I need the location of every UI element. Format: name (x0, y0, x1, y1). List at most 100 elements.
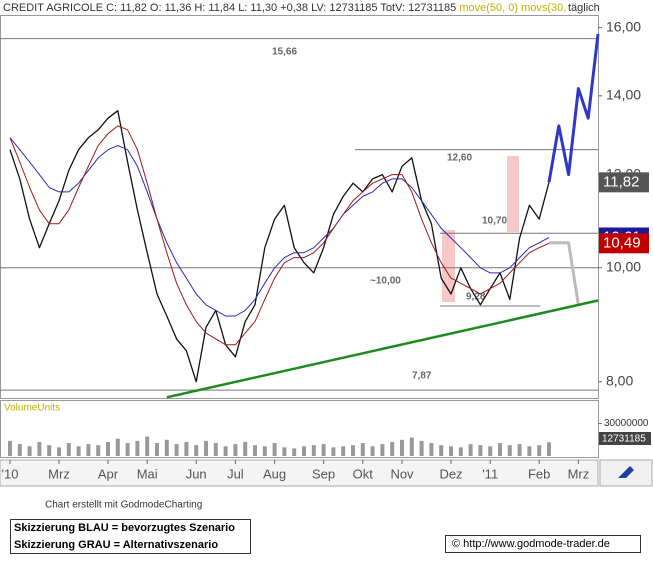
end-label-bg (599, 233, 649, 254)
end-label-bg (599, 172, 649, 193)
volume-bar (174, 444, 179, 456)
volume-bar (360, 443, 365, 456)
volume-bar (537, 445, 542, 456)
volume-bar (331, 447, 336, 456)
volume-bar (204, 440, 208, 456)
volume-bar (223, 446, 228, 456)
volume-bar (135, 440, 140, 456)
volume-bar (47, 445, 52, 456)
x-tick-label: Dez (439, 466, 462, 481)
volume-bar (272, 443, 277, 456)
line-series (166, 299, 599, 399)
y-tick-label: 16,00 (606, 18, 641, 34)
note: Skizzierung BLAU = bevorzugtes Szenario (14, 522, 235, 534)
quote: C: 11,82 O: 11,36 H: 11,84 L: 11,30 +0,3… (106, 2, 456, 14)
logo (618, 466, 634, 478)
volume-last-label: 12731185 (602, 434, 646, 445)
copyright-box (445, 535, 641, 553)
x-tick-label: Sep (312, 466, 335, 481)
x-tick-label: Nov (390, 466, 414, 481)
volume-bar (17, 444, 22, 456)
volume-bar (164, 439, 169, 456)
volume-bar (311, 445, 316, 456)
volume-bar (527, 446, 532, 456)
volume-bar (155, 443, 159, 456)
x-tick-label: Mrz (568, 466, 590, 481)
volume-bar (76, 446, 81, 456)
volume-bar (419, 440, 424, 456)
volume-bar (449, 446, 453, 456)
legend-item: move(50, 0) (459, 2, 518, 14)
period: täglich (568, 2, 600, 14)
note: Skizzierung GRAU = Alternativszenario (14, 539, 218, 551)
x-tick-label: Apr (98, 466, 119, 481)
volume-bar (243, 441, 248, 456)
volume-bar (213, 443, 218, 456)
volume-bar (57, 447, 61, 456)
x-tick-label: Feb (528, 466, 550, 481)
volume-bar (86, 444, 91, 456)
legend-item: movs(30, 0) (521, 2, 579, 14)
y-tick-label: 10,00 (606, 258, 641, 274)
level-label: ~10,00 (370, 276, 401, 287)
volume-bar (125, 443, 130, 456)
volume-bar (194, 445, 199, 456)
x-tick-label: Mai (137, 466, 158, 481)
volume-bar (390, 441, 395, 456)
volume-bar (115, 438, 120, 456)
line-series (549, 241, 580, 306)
highlight-zone (442, 230, 455, 302)
level-label: 12,60 (447, 153, 472, 164)
end-label: 10,49 (603, 234, 641, 251)
x-axis-panel (0, 459, 599, 487)
volume-bar (351, 445, 355, 456)
end-label: 11,82 (603, 173, 639, 190)
volume-bar (409, 437, 414, 456)
volume-bar (282, 447, 287, 456)
volume-bar (517, 444, 522, 456)
level-label: 7,87 (412, 371, 432, 382)
x-tick-label: '11 (482, 466, 498, 481)
volume-label-bg (599, 432, 651, 445)
volume-tick-label: 30000000 (604, 418, 649, 429)
volume-bar (184, 441, 189, 456)
volume-bar (37, 441, 42, 456)
level-label: 15,66 (272, 47, 297, 58)
level-label: 10,70 (482, 216, 507, 227)
volume-bar (507, 445, 512, 456)
notes-box (10, 519, 251, 554)
volume-bar (341, 446, 346, 456)
line-series (547, 33, 600, 183)
stock-name: CREDIT AGRICOLE (3, 2, 103, 14)
copyright: © http://www.godmode-trader.de (452, 538, 610, 550)
volume-bar (253, 445, 257, 456)
volume-bar (478, 445, 483, 456)
volume-bar (145, 436, 150, 456)
volume-bar (488, 446, 493, 456)
volume-bar (547, 442, 551, 456)
volume-bar (106, 441, 110, 456)
volume-bar (27, 446, 32, 456)
x-tick-label: Okt (353, 466, 374, 481)
volume-bar (96, 445, 101, 456)
volume-bar (439, 445, 444, 456)
volume-bar (8, 440, 12, 456)
x-tick-label: Jun (186, 466, 207, 481)
price-panel (0, 15, 599, 399)
volume-bar (233, 444, 238, 456)
y-tick-label: 14,00 (606, 87, 641, 103)
volume-bar (262, 446, 267, 456)
volume-bar (302, 446, 306, 456)
volume-bar (66, 443, 71, 456)
volume-bar (498, 443, 502, 456)
volume-bar (400, 439, 404, 456)
line-series (9, 110, 550, 383)
volume-title: VolumeUnits (4, 403, 60, 414)
volume-bar (292, 448, 297, 456)
line-series (9, 125, 550, 346)
volume-bar (380, 444, 385, 456)
volume-bar (321, 444, 326, 456)
line-series (9, 137, 550, 317)
header: CREDIT AGRICOLE C: 11,82 O: 11,36 H: 11,… (3, 2, 579, 14)
